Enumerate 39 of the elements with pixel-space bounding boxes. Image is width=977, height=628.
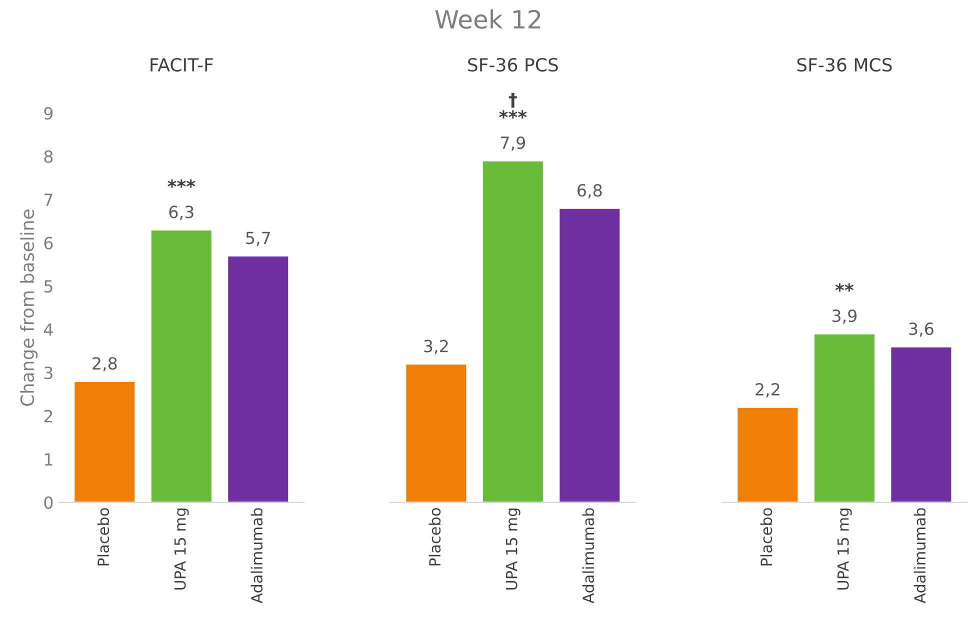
x-tick-label: UPA 15 mg bbox=[174, 508, 189, 590]
data-label: 5,7 bbox=[246, 232, 270, 246]
x-tick-label: Placebo bbox=[428, 508, 441, 566]
data-label: 3,2 bbox=[424, 340, 448, 354]
y-tick-label: 5 bbox=[44, 280, 52, 293]
y-tick-label: 9 bbox=[44, 107, 53, 120]
x-tick-label: UPA 15 mg bbox=[838, 508, 852, 590]
data-label: 6,3 bbox=[169, 206, 194, 220]
x-tick-label: Adalimumab bbox=[914, 508, 926, 604]
annotation: *** bbox=[168, 179, 196, 188]
chart-title: FACIT-F bbox=[150, 58, 213, 72]
data-label: 7,9 bbox=[501, 136, 526, 151]
chart-title: SF-36 PCS bbox=[468, 58, 558, 72]
data-label: 2,2 bbox=[756, 383, 780, 398]
y-tick-label: 6 bbox=[44, 236, 53, 250]
bar bbox=[226, 255, 290, 502]
x-tick-label: Placebo bbox=[760, 508, 772, 566]
bar bbox=[150, 229, 213, 502]
chart-title: SF-36 MCS bbox=[797, 58, 892, 72]
y-tick-label: 2 bbox=[44, 410, 52, 422]
y-tick-label: 1 bbox=[44, 453, 52, 466]
annotation: ** bbox=[835, 283, 854, 292]
data-label: 3,6 bbox=[909, 322, 934, 337]
x-tick-label: UPA 15 mg bbox=[506, 508, 520, 590]
data-label: 2,8 bbox=[92, 357, 117, 372]
x-tick-label: Adalimumab bbox=[582, 508, 594, 604]
y-tick-label: 8 bbox=[44, 150, 53, 163]
x-tick-label: Placebo bbox=[97, 508, 110, 566]
y-axis-title: Change from baseline bbox=[20, 210, 38, 406]
x-tick-label: Adalimumab bbox=[250, 508, 263, 604]
y-tick-label: 3 bbox=[44, 366, 52, 380]
y-tick-label: 7 bbox=[44, 194, 52, 206]
bar bbox=[73, 380, 136, 502]
annotation: † *** bbox=[499, 92, 527, 119]
data-label: 3,9 bbox=[832, 310, 857, 324]
y-tick-label: 4 bbox=[44, 324, 53, 336]
y-tick-label: 0 bbox=[44, 496, 53, 509]
text: Week 12 bbox=[435, 9, 540, 29]
data-label: 6,8 bbox=[578, 184, 602, 198]
